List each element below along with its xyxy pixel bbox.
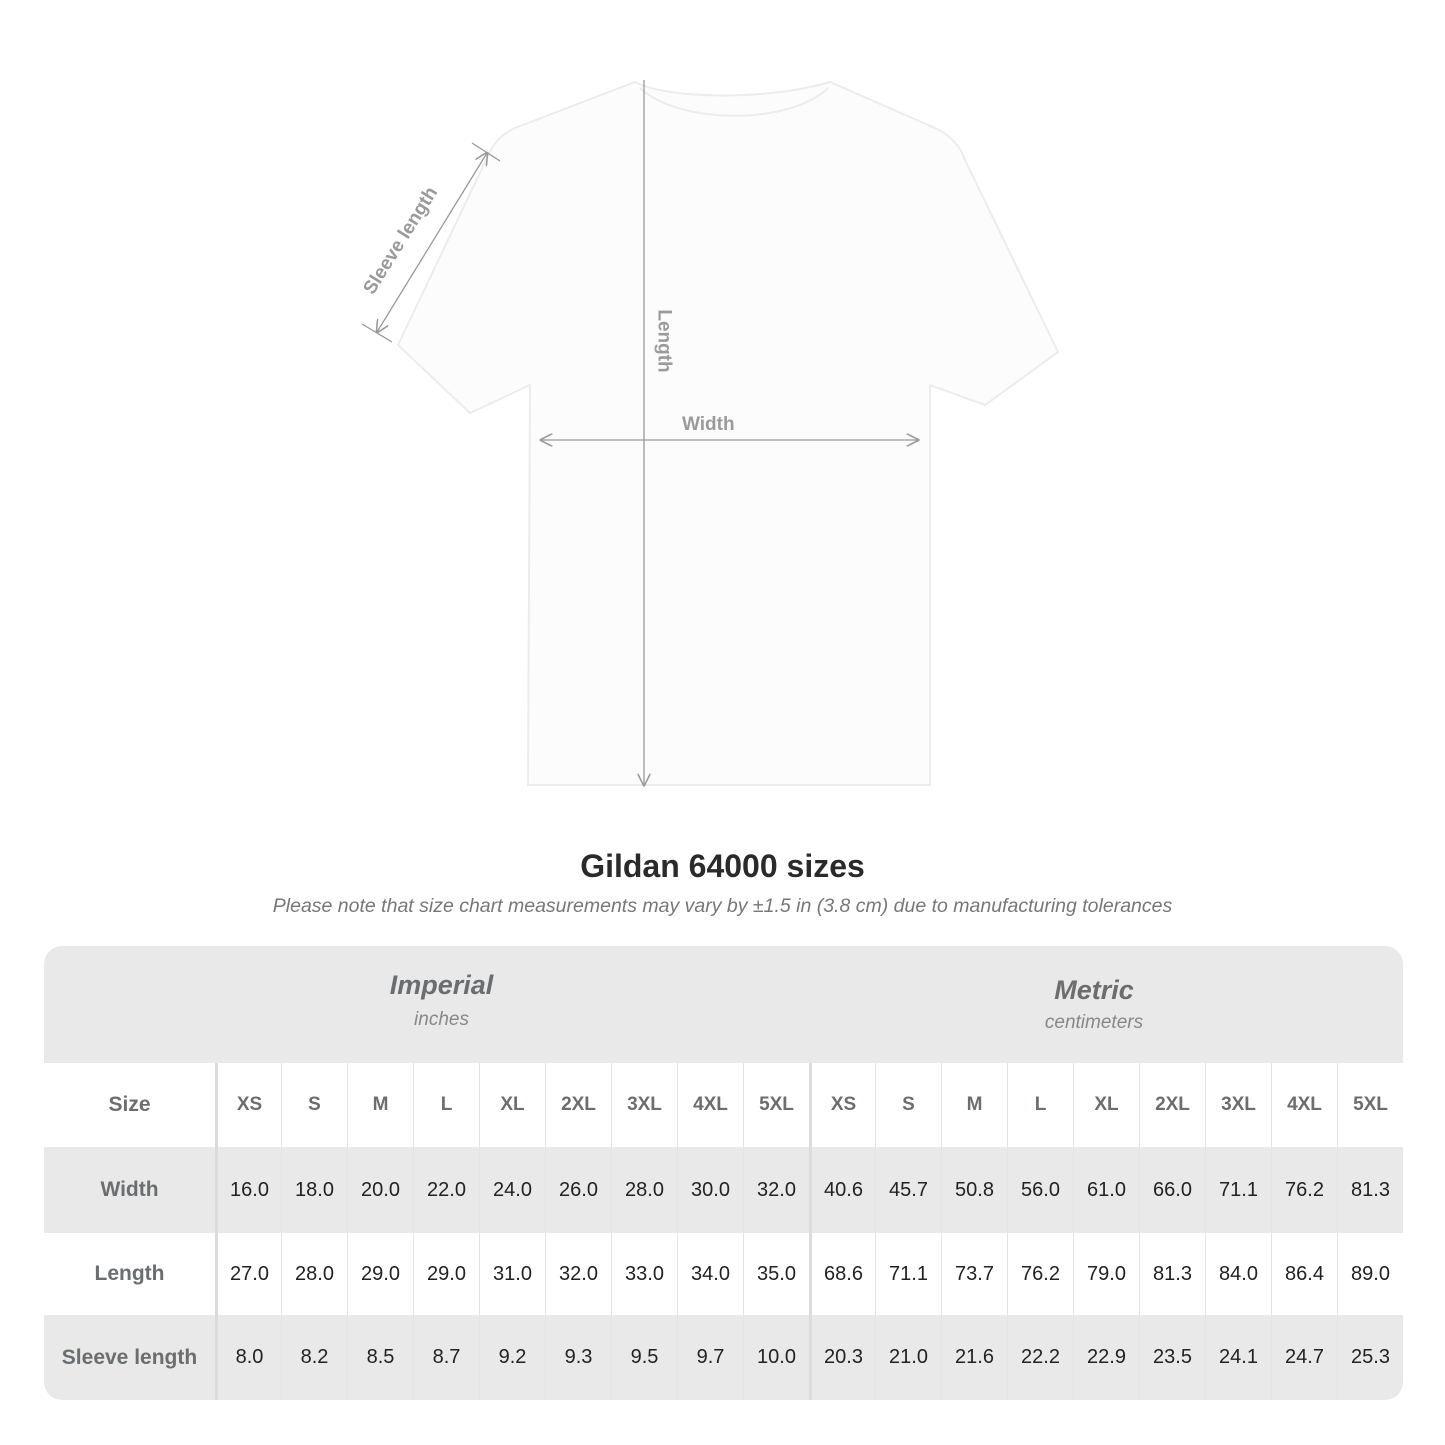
size-column-header: L [1007, 1063, 1073, 1147]
table-cell: 27.0 [215, 1233, 281, 1315]
table-cell: 66.0 [1139, 1147, 1205, 1233]
tolerance-note: Please note that size chart measurements… [272, 895, 1173, 917]
table-cell: 9.2 [479, 1315, 545, 1400]
page-title: Gildan 64000 sizes [580, 848, 865, 884]
row-label: Sleeve length [61, 1345, 198, 1369]
size-column-header: 5XL [743, 1063, 809, 1147]
table-cell: 81.3 [1337, 1147, 1403, 1233]
table-cell: 40.6 [809, 1147, 875, 1233]
size-column-header: M [347, 1063, 413, 1147]
table-cell: 84.0 [1205, 1233, 1271, 1315]
width-label: Width [682, 414, 735, 435]
table-cell: 31.0 [479, 1233, 545, 1315]
table-cell: 30.0 [677, 1147, 743, 1233]
size-column-header: 5XL [1337, 1063, 1403, 1147]
table-cell: 33.0 [611, 1233, 677, 1315]
size-column-header: 4XL [677, 1063, 743, 1147]
table-cell: 56.0 [1007, 1147, 1073, 1233]
table-cell: 28.0 [611, 1147, 677, 1233]
sleeve-arrow [377, 153, 487, 332]
table-cell: 34.0 [677, 1233, 743, 1315]
table-cell: 79.0 [1073, 1233, 1139, 1315]
table-cell: 22.9 [1073, 1315, 1139, 1400]
size-column-header: 4XL [1271, 1063, 1337, 1147]
length-label: Length [653, 309, 675, 373]
table-cell: 35.0 [743, 1233, 809, 1315]
size-column-header: XS [809, 1063, 875, 1147]
table-row: Sleeve length 8.0 8.2 8.5 8.7 9.2 9.3 9.5 9.7 10.… [44, 1315, 1403, 1400]
table-cell: 22.2 [1007, 1315, 1073, 1400]
table-cell: 20.0 [347, 1147, 413, 1233]
table-cell: 8.5 [347, 1315, 413, 1400]
size-column-header: XL [1073, 1063, 1139, 1147]
table-cell: 61.0 [1073, 1147, 1139, 1233]
table-cell: 28.0 [281, 1233, 347, 1315]
size-table: Imperial inches Metric centimeters Size X… [44, 946, 1403, 1400]
table-cell: 9.3 [545, 1315, 611, 1400]
size-column-header: L [413, 1063, 479, 1147]
table-cell: 32.0 [743, 1147, 809, 1233]
table-cell: 8.7 [413, 1315, 479, 1400]
row-label: Size [108, 1093, 151, 1116]
size-column-header: XL [479, 1063, 545, 1147]
table-cell: 76.2 [1007, 1233, 1073, 1315]
size-column-header: S [281, 1063, 347, 1147]
size-column-header: XS [215, 1063, 281, 1147]
size-column-header: 3XL [611, 1063, 677, 1147]
tshirt-illustration [361, 80, 1060, 800]
imperial-header: Imperial inches [215, 946, 668, 1063]
row-label: Width [100, 1178, 159, 1201]
size-column-header: 2XL [545, 1063, 611, 1147]
table-cell: 8.2 [281, 1315, 347, 1400]
size-column-header: S [875, 1063, 941, 1147]
table-cell: 24.0 [479, 1147, 545, 1233]
table-cell: 16.0 [215, 1147, 281, 1233]
table-cell: 24.1 [1205, 1315, 1271, 1400]
table-cell: 26.0 [545, 1147, 611, 1233]
table-cell: 29.0 [413, 1233, 479, 1315]
size-column-header: 2XL [1139, 1063, 1205, 1147]
table-row: Length 27.0 28.0 29.0 29.0 31.0 32.0 33.0 34.0 35… [44, 1233, 1403, 1315]
size-header-row: Size XS S M L XL 2XL 3XL 4XL 5XL XS S M L XL 2XL 3XL 4XL 5… [44, 1063, 1403, 1147]
table-cell: 8.0 [215, 1315, 281, 1400]
table-cell: 45.7 [875, 1147, 941, 1233]
table-cell: 21.0 [875, 1315, 941, 1400]
table-cell: 24.7 [1271, 1315, 1337, 1400]
table-cell: 18.0 [281, 1147, 347, 1233]
table-cell: 50.8 [941, 1147, 1007, 1233]
table-cell: 71.1 [1205, 1147, 1271, 1233]
row-label: Length [94, 1262, 165, 1285]
table-cell: 21.6 [941, 1315, 1007, 1400]
table-cell: 25.3 [1337, 1315, 1403, 1400]
imperial-title: Imperial [389, 970, 494, 1000]
table-cell: 89.0 [1337, 1233, 1403, 1315]
table-cell: 86.4 [1271, 1233, 1337, 1315]
table-cell: 9.5 [611, 1315, 677, 1400]
table-cell: 23.5 [1139, 1315, 1205, 1400]
size-column-header: M [941, 1063, 1007, 1147]
metric-unit: centimeters [1044, 1012, 1144, 1033]
table-cell: 32.0 [545, 1233, 611, 1315]
metric-title: Metric [1054, 975, 1134, 1005]
imperial-unit: inches [414, 1009, 469, 1030]
table-cell: 10.0 [743, 1315, 809, 1400]
table-cell: 76.2 [1271, 1147, 1337, 1233]
table-cell: 20.3 [809, 1315, 875, 1400]
table-cell: 22.0 [413, 1147, 479, 1233]
table-cell: 81.3 [1139, 1233, 1205, 1315]
table-cell: 9.7 [677, 1315, 743, 1400]
table-row: Width 16.0 18.0 20.0 22.0 24.0 26.0 28.0 30.0 32.… [44, 1147, 1403, 1233]
table-cell: 68.6 [809, 1233, 875, 1315]
table-cell: 71.1 [875, 1233, 941, 1315]
table-cell: 29.0 [347, 1233, 413, 1315]
metric-header: Metric centimeters [809, 946, 1379, 1063]
size-column-header: 3XL [1205, 1063, 1271, 1147]
table-cell: 73.7 [941, 1233, 1007, 1315]
